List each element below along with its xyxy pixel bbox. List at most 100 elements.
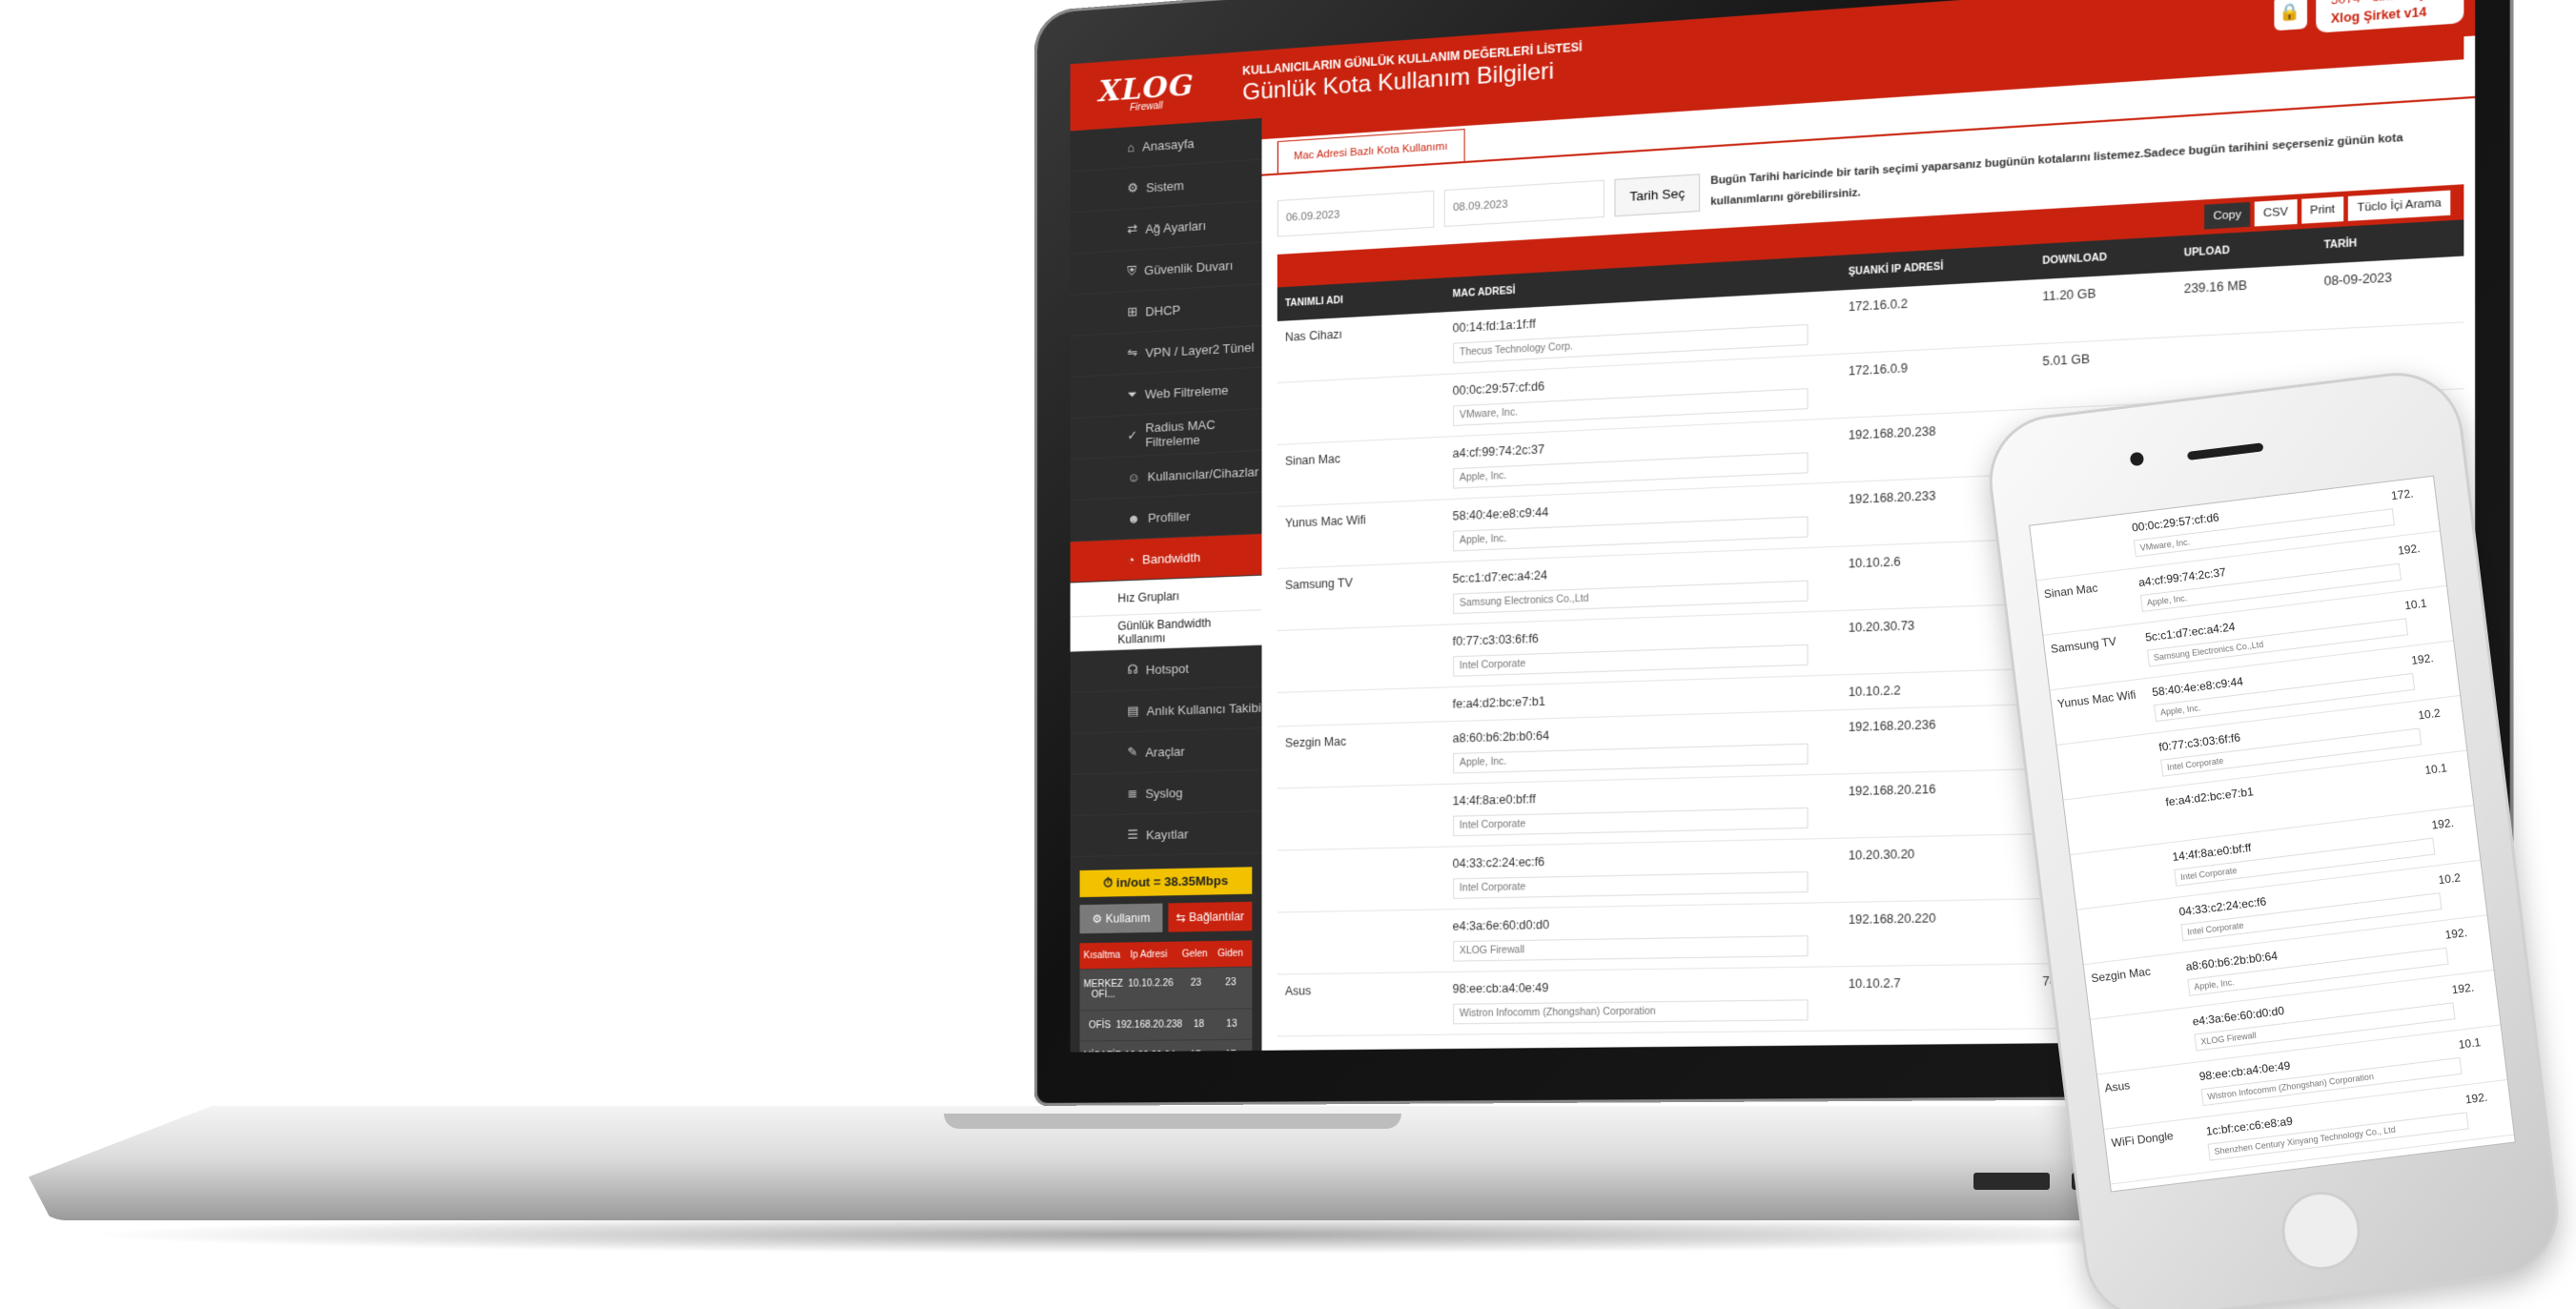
profile-icon: ☻: [1127, 510, 1141, 526]
phone-cell-name: Asus: [2103, 1078, 2131, 1095]
shield-icon: ⛨: [1127, 262, 1137, 278]
sidebar-item-label: Sistem: [1146, 177, 1184, 195]
phone-cell-ip: 10.2: [2417, 706, 2442, 723]
phone-cell-ip: [2471, 1143, 2514, 1187]
cell-name: [1277, 374, 1445, 445]
chart-icon: ▤: [1127, 703, 1139, 719]
select-date-button[interactable]: Tarih Seç: [1614, 174, 1701, 217]
sidebar-item-label: Araçlar: [1145, 743, 1185, 760]
mini-row[interactable]: MİSAFİR10.20.30.641717: [1079, 1038, 1253, 1053]
list-icon: ☰: [1127, 827, 1139, 842]
logout-link[interactable]: Çıkış: [2416, 0, 2448, 1]
phone-cell-ip: 192.: [2443, 925, 2468, 942]
header-titles: KULLANICILARIN GÜNLÜK KULLANIM DEĞERLERİ…: [1223, 40, 1582, 108]
cell-name: Sinan Mac: [1277, 436, 1445, 507]
xlog-logo[interactable]: XLOG Firewall: [1071, 53, 1223, 132]
speed-indicator: ⏱ in/out = 38.35Mbps: [1079, 867, 1253, 898]
phone-cell-name: [2063, 741, 2162, 791]
mini-connections-table: Kısaltma Ip Adresi Gelen Giden MERKEZ OFİ..…: [1079, 940, 1253, 1053]
phone-cell-name: WiFi Dongle: [2110, 1129, 2175, 1151]
sidebar-item-after-4[interactable]: ☰ Kayıtlar: [1070, 811, 1262, 858]
phone-cell-ip: 172.: [2390, 486, 2415, 503]
toolbar-button-csv[interactable]: CSV: [2254, 198, 2298, 227]
cell-down: 11.20 GB: [2034, 271, 2176, 344]
vendor-field: Wistron Infocomm (Zhongshan) Corporation: [1452, 999, 1809, 1025]
phone-cell-ip: 10.1: [2403, 596, 2428, 613]
mini-row[interactable]: MERKEZ OFİ... 10.10.2.26 23 23: [1079, 966, 1253, 1011]
sidebar-item-label: Web Filtreleme: [1144, 382, 1229, 401]
mini-cell: 17: [1213, 1050, 1248, 1053]
phone-cell-name: [2097, 1015, 2197, 1066]
sidebar-item-label: Radius MAC Filtreleme: [1145, 417, 1216, 450]
phone-cell-name: Yunus Mac Wifi: [2056, 687, 2137, 711]
vendor-field: Apple, Inc.: [1452, 743, 1809, 774]
vpn-icon: ⇋: [1127, 345, 1138, 360]
laptop-port: [1973, 1173, 2050, 1190]
sidebar-item-after-0[interactable]: ☊ Hotspot: [1070, 644, 1262, 693]
mini-header: Giden: [1217, 948, 1244, 960]
vendor-field: Intel Corporate: [1452, 644, 1809, 677]
mini-header: Gelen: [1181, 949, 1208, 960]
sidebar-item-after-3[interactable]: ≣ Syslog: [1070, 769, 1262, 817]
cell-mac: e4:3a:6e:60:d0:d0 XLOG Firewall: [1444, 902, 1840, 972]
toolbar-button-copy[interactable]: Copy: [2204, 201, 2251, 230]
cell-ip: 10.10.2.7: [1839, 963, 2034, 1031]
cell-ip: 192.168.20.216: [1839, 768, 2034, 838]
cell-name: [1277, 784, 1445, 850]
lock-icon[interactable]: 🔒: [2273, 0, 2307, 31]
sidebar-item-label: Ağ Ayarları: [1145, 217, 1206, 236]
cell-ip: 172.16.0.2: [1839, 279, 2034, 355]
usage-button[interactable]: ⚙ Kullanım: [1079, 903, 1163, 934]
phone-cell-name: [2070, 796, 2169, 847]
sidebar-item-label: Güvenlik Duvarı: [1144, 257, 1234, 277]
mini-cell: OFİS: [1088, 1020, 1112, 1032]
toolbar-button-t-clo-i-i-arama[interactable]: Tüclo İçi Arama: [2348, 190, 2451, 221]
user-box: 🔒 5074 - sinan - Çıkış Xlog Şirket v14: [2273, 0, 2464, 36]
connections-button[interactable]: ⇆ Bağlantılar: [1168, 901, 1253, 932]
sidebar-item-label: DHCP: [1145, 301, 1181, 319]
date-to-input[interactable]: [1443, 179, 1605, 227]
cell-date: 08-09-2023: [2315, 256, 2464, 330]
phone-cell-name: [2117, 1180, 2217, 1193]
mac-value: 04:33:c2:24:ec:f6: [1452, 854, 1545, 870]
phone-cell-ip: 192.: [2464, 1090, 2488, 1107]
sidebar-item-10[interactable]: ◔ Bandwidth: [1070, 534, 1262, 583]
mini-cell: 13: [1226, 1018, 1237, 1030]
mac-value: e4:3a:6e:60:d0:d0: [1452, 917, 1550, 933]
tools-icon: ✎: [1127, 744, 1138, 760]
logo-sub: Firewall: [1130, 100, 1163, 114]
phone-cell-name: Samsung TV: [2050, 634, 2117, 656]
phone-cell-name: Sezgin Mac: [2090, 964, 2152, 986]
sidebar-item-after-2[interactable]: ✎ Araçlar: [1070, 727, 1262, 775]
vendor-field: Intel Corporate: [1452, 870, 1809, 899]
mini-header: Kısaltma: [1083, 950, 1121, 962]
vendor-field: XLOG Firewall: [1452, 934, 1809, 962]
phone-cell-name: [2084, 906, 2183, 956]
cell-name: Sezgin Mac: [1277, 721, 1445, 788]
cell-up: 239.16 MB: [2175, 263, 2316, 337]
toolbar-button-print[interactable]: Print: [2300, 195, 2344, 224]
phone-cell-name: [2077, 850, 2177, 901]
cell-name: Asus: [1277, 972, 1445, 1036]
mini-cell: 17: [1177, 1050, 1213, 1052]
phone-cell-name: Sinan Mac: [2043, 581, 2099, 602]
gear-icon: ⚙: [1127, 179, 1139, 195]
cell-mac: 14:4f:8a:e0:bf:ff Intel Corporate: [1444, 773, 1840, 847]
home-button[interactable]: [2277, 1187, 2365, 1275]
sitemap-icon: ⊞: [1127, 303, 1138, 319]
mini-row[interactable]: OFİS 192.168.20.238 18 13: [1079, 1008, 1253, 1041]
date-from-input[interactable]: [1277, 190, 1435, 237]
cell-name: Samsung TV: [1277, 562, 1445, 631]
phone-cell-ip: 192.: [2450, 980, 2475, 997]
shield-check-icon: ✓: [1127, 427, 1138, 443]
connections-label: Bağlantılar: [1189, 910, 1245, 925]
phone-cell-ip: 192.: [2397, 542, 2422, 558]
cell-name: Nas Cihazı: [1277, 312, 1445, 383]
mini-cell: 23: [1225, 977, 1237, 989]
sidebar-item-after-1[interactable]: ▤ Anlık Kullanıcı Takibi: [1070, 686, 1262, 734]
cell-ip: 10.10.2.2: [1839, 668, 2034, 710]
phone-screen: 00:0c:29:57:cf:d6 VMware, Inc. 172. Sinan M…: [2029, 475, 2516, 1193]
cell-name: [1277, 686, 1445, 726]
cell-ip: 192.168.20.220: [1839, 898, 2034, 967]
cell-mac: a8:60:b6:2b:b0:64 Apple, Inc.: [1444, 709, 1840, 785]
